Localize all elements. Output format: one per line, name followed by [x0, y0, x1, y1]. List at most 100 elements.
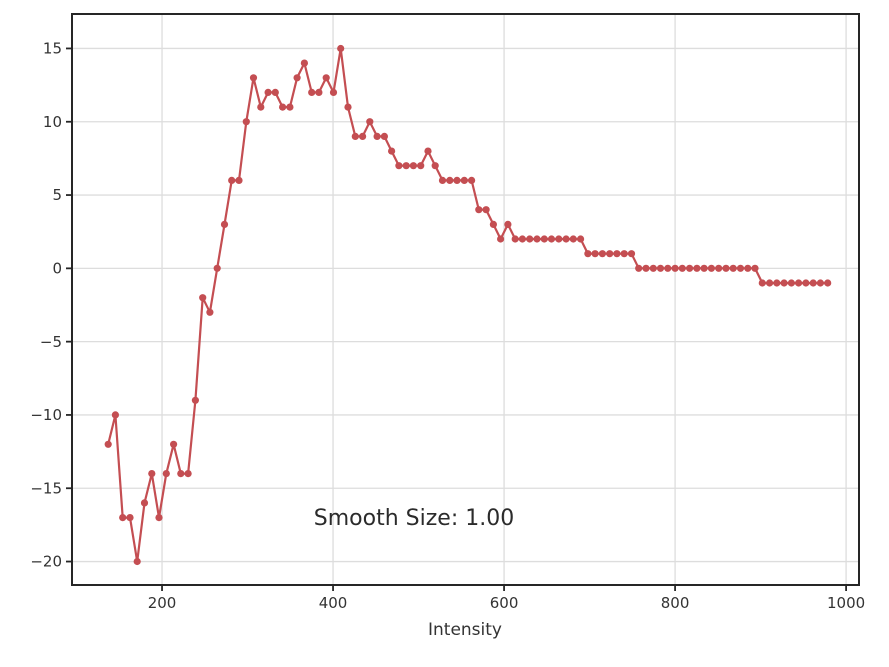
data-point-marker — [547, 235, 556, 243]
y-tick-label: 0 — [52, 260, 62, 278]
data-point-marker — [228, 176, 236, 184]
data-point-marker — [148, 470, 156, 478]
data-point-marker — [671, 264, 679, 272]
data-point-marker — [606, 250, 614, 258]
data-point-marker — [133, 557, 141, 566]
data-point-marker — [729, 264, 737, 272]
data-point-marker — [460, 176, 468, 184]
y-tick-label: −5 — [40, 333, 62, 351]
x-tick-label: 400 — [319, 594, 348, 612]
data-point-marker — [613, 250, 621, 258]
data-point-marker — [177, 470, 185, 478]
data-point-marker — [271, 88, 279, 96]
data-point-marker — [693, 264, 701, 272]
data-point-marker — [642, 264, 650, 272]
data-point-marker — [540, 235, 548, 243]
data-point-marker — [126, 514, 134, 522]
data-point-marker — [417, 162, 425, 170]
data-point-marker — [286, 103, 294, 111]
data-point-marker — [518, 235, 527, 243]
data-point-marker — [111, 411, 119, 419]
data-point-marker — [322, 74, 330, 82]
smooth-size-annotation: Smooth Size: 1.00 — [313, 506, 515, 531]
data-point-marker — [722, 264, 730, 272]
data-point-marker — [388, 147, 396, 155]
data-point-marker — [438, 176, 447, 184]
data-point-marker — [431, 162, 439, 170]
axes-spines — [71, 13, 860, 586]
data-point-marker — [337, 44, 345, 53]
data-point-marker — [191, 396, 199, 404]
data-point-marker — [359, 132, 367, 140]
data-point-marker — [707, 264, 716, 272]
data-point-marker — [351, 132, 359, 140]
data-point-marker — [446, 176, 454, 184]
data-point-marker — [678, 264, 686, 272]
data-point-marker — [758, 279, 766, 287]
data-point-marker — [199, 294, 207, 302]
data-point-marker — [577, 235, 585, 243]
y-tick-label: −10 — [30, 406, 62, 424]
data-line — [107, 47, 829, 563]
y-tick-label: −15 — [30, 479, 62, 497]
data-point-marker — [373, 132, 381, 140]
data-point-marker — [620, 250, 628, 258]
x-tick-label: 800 — [661, 594, 690, 612]
data-point-marker — [308, 88, 316, 96]
data-point-marker — [315, 88, 323, 96]
data-point-marker — [751, 264, 759, 272]
data-point-marker — [795, 279, 803, 287]
x-tick-label: 600 — [490, 594, 519, 612]
data-point-marker — [526, 235, 534, 243]
data-point-marker — [656, 264, 665, 272]
data-point-marker — [402, 162, 410, 170]
data-point-marker — [497, 235, 505, 243]
data-point-marker — [744, 264, 752, 272]
data-point-marker — [802, 279, 810, 287]
data-point-marker — [489, 220, 497, 228]
data-point-marker — [715, 264, 723, 272]
data-point-marker — [184, 470, 192, 478]
data-point-marker — [569, 235, 577, 243]
x-tick-label: 200 — [148, 594, 177, 612]
data-point-marker — [468, 176, 476, 184]
data-point-marker — [279, 103, 287, 111]
data-point-marker — [424, 147, 432, 155]
data-point-marker — [584, 250, 592, 258]
data-point-marker — [242, 118, 250, 126]
data-point-marker — [533, 235, 541, 243]
data-point-marker — [264, 88, 272, 96]
data-point-marker — [409, 162, 417, 170]
data-point-marker — [293, 74, 301, 82]
data-point-marker — [162, 470, 170, 478]
data-point-marker — [598, 250, 607, 258]
y-tick-label: 5 — [52, 186, 62, 204]
data-point-marker — [766, 279, 774, 287]
data-point-marker — [809, 279, 817, 287]
data-point-marker — [344, 103, 352, 111]
y-tick-label: −20 — [30, 553, 62, 571]
data-point-marker — [170, 440, 178, 448]
data-point-marker — [664, 264, 672, 272]
data-point-marker — [453, 176, 461, 184]
data-point-marker — [555, 235, 563, 243]
data-point-marker — [475, 206, 483, 214]
data-point-marker — [649, 264, 657, 272]
data-point-marker — [816, 279, 825, 287]
data-point-marker — [591, 250, 599, 258]
x-axis-label: Intensity — [428, 620, 502, 640]
data-point-marker — [787, 279, 796, 287]
data-point-marker — [220, 220, 229, 228]
data-point-marker — [140, 499, 149, 507]
data-point-marker — [482, 206, 490, 214]
data-point-marker — [300, 59, 308, 67]
data-point-marker — [329, 88, 338, 96]
data-point-marker — [562, 235, 570, 243]
data-point-marker — [504, 220, 512, 228]
data-point-marker — [780, 279, 788, 287]
x-tick-label: 1000 — [827, 594, 865, 612]
y-tick-label: 10 — [43, 113, 62, 131]
data-point-marker — [627, 250, 636, 258]
